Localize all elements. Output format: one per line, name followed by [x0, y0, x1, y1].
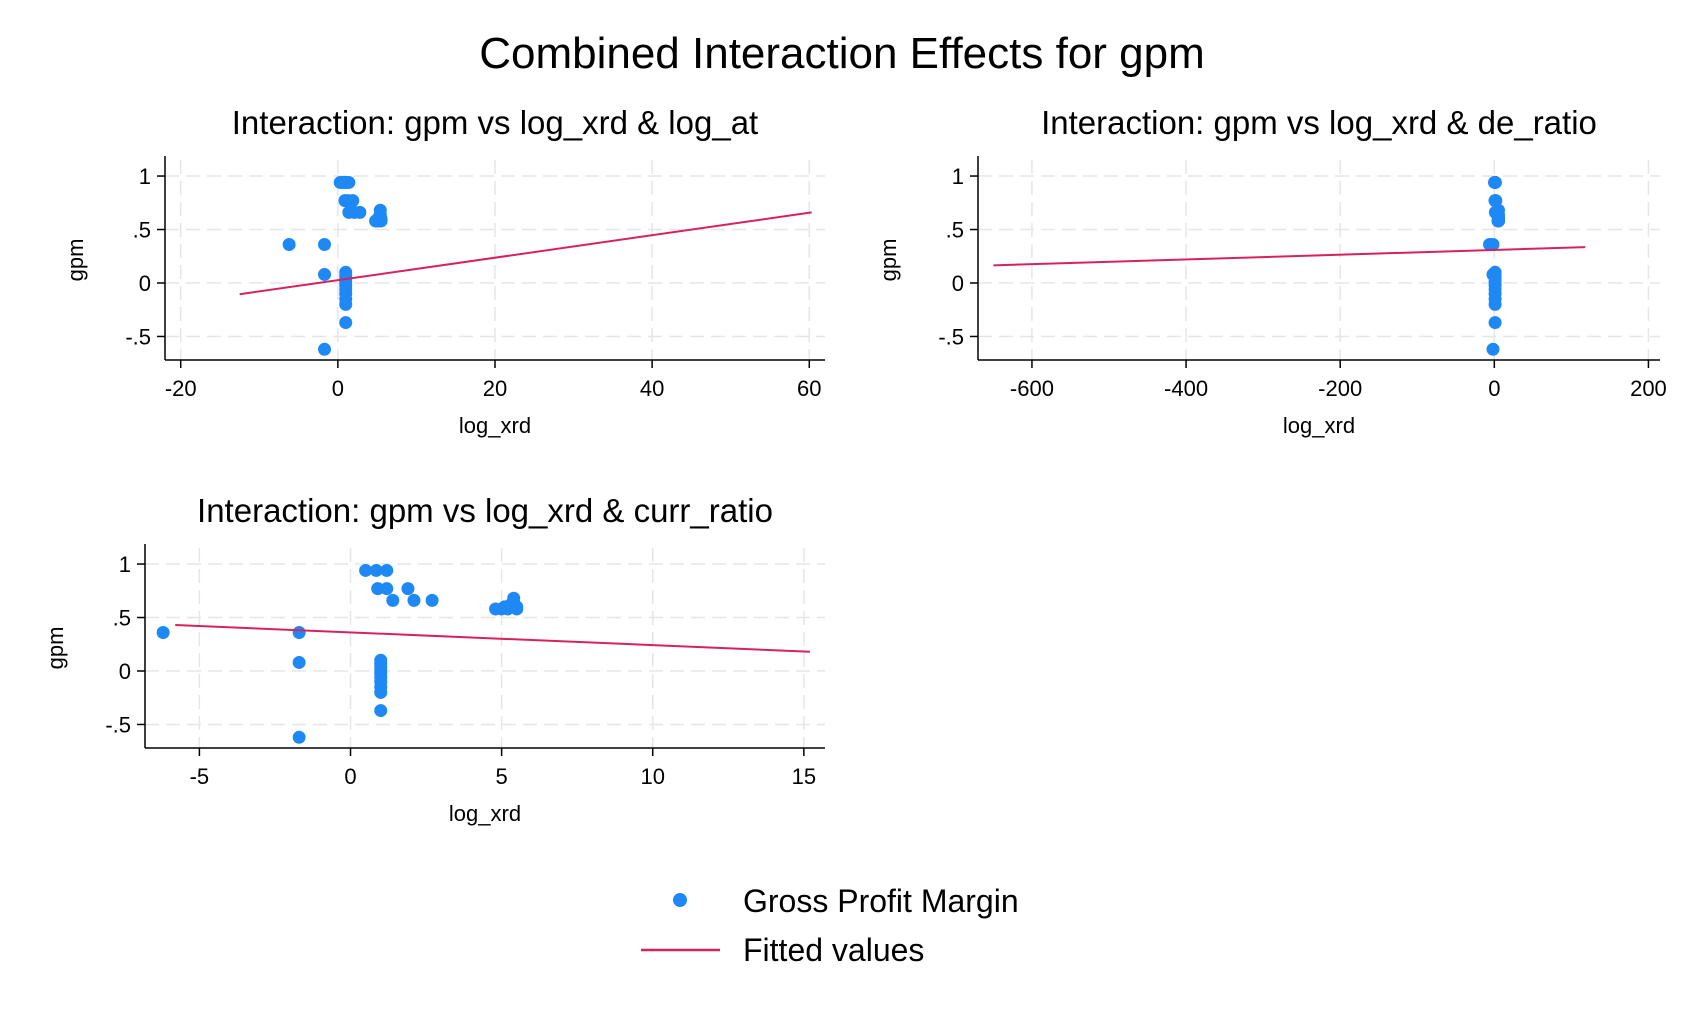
- x-tick-label: 20: [483, 376, 507, 401]
- data-point: [339, 316, 353, 330]
- x-tick-label: 0: [344, 764, 356, 789]
- data-point: [380, 582, 394, 596]
- data-point: [1488, 175, 1502, 189]
- data-point: [318, 267, 331, 281]
- fitted-line: [239, 211, 812, 296]
- y-tick-label: .5: [133, 218, 151, 243]
- data-point: [401, 582, 415, 596]
- y-tick-label: 0: [139, 271, 151, 296]
- data-points: [156, 563, 524, 744]
- y-tick-label: .5: [946, 218, 964, 243]
- panel-curr-ratio: Interaction: gpm vs log_xrd & curr_ratio…: [43, 492, 825, 826]
- legend-label-fitted: Fitted values: [743, 932, 924, 968]
- legend-marker-icon: [673, 893, 687, 907]
- x-axis-label: log_xrd: [459, 413, 531, 438]
- x-tick-label: 0: [1488, 376, 1500, 401]
- data-point: [318, 342, 331, 356]
- x-tick-label: 10: [640, 764, 664, 789]
- legend: Gross Profit Margin Fitted values: [641, 883, 1019, 968]
- data-point: [407, 593, 421, 607]
- x-tick-label: 5: [495, 764, 507, 789]
- data-point: [292, 730, 306, 744]
- figure-title: Combined Interaction Effects for gpm: [479, 29, 1205, 78]
- fitted-line: [993, 246, 1586, 267]
- panel-title: Interaction: gpm vs log_xrd & de_ratio: [1041, 104, 1597, 141]
- x-tick-label: -600: [1010, 376, 1054, 401]
- x-axis-label: log_xrd: [1283, 413, 1355, 438]
- x-tick-label: -20: [165, 376, 197, 401]
- y-axis-label: gpm: [63, 239, 88, 282]
- x-tick-label: -400: [1164, 376, 1208, 401]
- legend-label-points: Gross Profit Margin: [743, 883, 1019, 919]
- panel-title: Interaction: gpm vs log_xrd & log_at: [232, 104, 758, 141]
- y-tick-label: 0: [952, 271, 964, 296]
- y-tick-label: -.5: [105, 712, 131, 737]
- data-point: [353, 205, 367, 219]
- data-point: [292, 625, 306, 639]
- y-axis-label: gpm: [43, 627, 68, 670]
- panel-title: Interaction: gpm vs log_xrd & curr_ratio: [197, 492, 773, 529]
- data-point: [1486, 342, 1500, 356]
- gridlines: [978, 160, 1660, 360]
- x-tick-label: -5: [190, 764, 210, 789]
- data-point: [510, 602, 524, 616]
- data-point: [374, 704, 388, 718]
- x-tick-label: 200: [1630, 376, 1667, 401]
- data-points: [282, 175, 388, 356]
- data-point: [339, 297, 353, 311]
- y-tick-label: .5: [113, 606, 131, 631]
- panel-log-at: Interaction: gpm vs log_xrd & log_at log…: [63, 104, 825, 438]
- data-point: [371, 582, 385, 596]
- data-point: [318, 237, 331, 251]
- y-tick-label: -.5: [938, 324, 964, 349]
- y-tick-label: 1: [139, 164, 151, 189]
- data-point: [292, 655, 306, 669]
- x-tick-label: 40: [640, 376, 664, 401]
- y-tick-label: -.5: [125, 324, 151, 349]
- x-tick-label: 15: [792, 764, 816, 789]
- data-point: [1492, 214, 1506, 228]
- data-point: [156, 625, 170, 639]
- data-point: [1486, 237, 1500, 251]
- fitted-line: [175, 624, 810, 653]
- data-point: [369, 563, 383, 577]
- y-tick-label: 1: [119, 552, 131, 577]
- data-point: [1488, 297, 1502, 311]
- gridlines: [165, 160, 825, 360]
- x-axis-label: log_xrd: [449, 801, 521, 826]
- x-tick-label: 60: [797, 376, 821, 401]
- x-tick-label: 0: [332, 376, 344, 401]
- y-tick-label: 0: [119, 659, 131, 684]
- data-point: [386, 593, 400, 607]
- panel-de-ratio: Interaction: gpm vs log_xrd & de_ratio l…: [876, 104, 1667, 438]
- data-point: [359, 563, 373, 577]
- data-point: [346, 194, 360, 208]
- data-point: [342, 175, 356, 189]
- data-point: [425, 593, 439, 607]
- data-point: [374, 214, 388, 228]
- data-point: [282, 237, 296, 251]
- data-point: [380, 563, 394, 577]
- data-point: [1488, 316, 1502, 330]
- y-tick-label: 1: [952, 164, 964, 189]
- y-axis-label: gpm: [876, 239, 901, 282]
- gridlines: [145, 548, 825, 748]
- x-tick-label: -200: [1318, 376, 1362, 401]
- data-point: [374, 685, 388, 699]
- data-points: [1483, 175, 1506, 356]
